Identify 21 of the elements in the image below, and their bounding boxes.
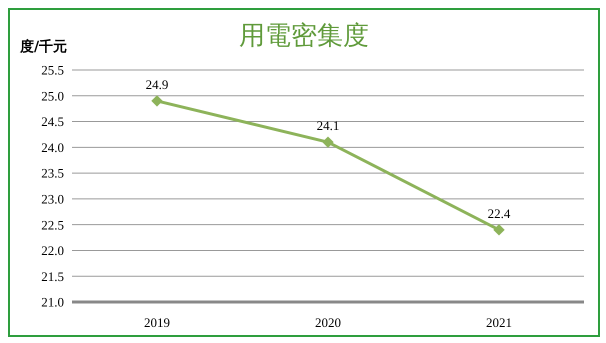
data-label: 22.4 [488,206,511,221]
point [494,224,504,236]
x-tick-label: 2021 [486,315,512,330]
x-tick-label: 2020 [315,315,341,330]
y-tick-label: 24.0 [41,140,64,155]
x-tick-label: 2019 [144,315,170,330]
data-label: 24.9 [146,76,168,92]
y-tick-label: 25.5 [41,62,64,78]
chart-title: 用電密集度 [239,21,369,50]
y-tick-label: 24.5 [41,114,64,130]
y-tick-label: 22.5 [41,217,64,232]
data-label: 24.1 [316,118,340,134]
y-axis-title: 度/千元 [20,38,68,56]
y-tick-label: 25.0 [41,88,64,104]
y-tick-label: 21.5 [41,268,64,284]
y-tick-label: 21.0 [41,294,64,310]
y-tick-label: 22.0 [41,243,64,258]
y-tick-label: 23.5 [41,166,64,181]
y-tick-label: 23.0 [41,192,64,207]
point [322,136,334,148]
point [152,95,162,106]
